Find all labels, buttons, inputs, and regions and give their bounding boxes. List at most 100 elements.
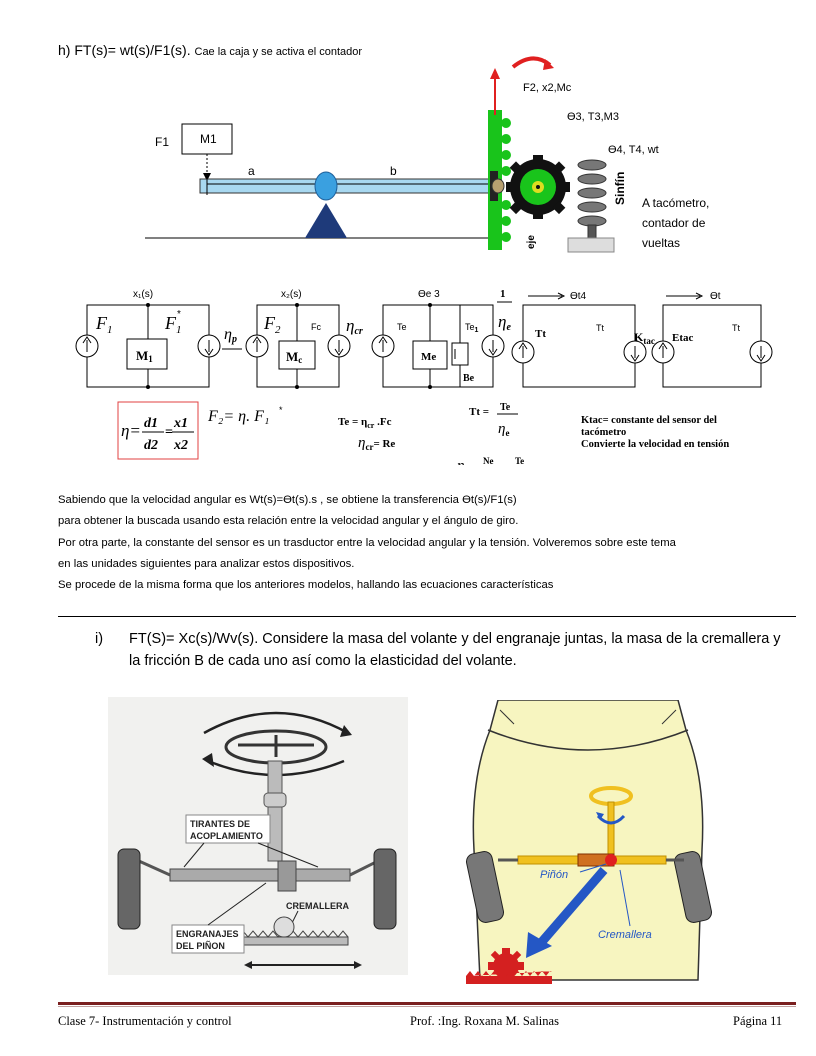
f2-equation: F₂= η. F₁ — [207, 408, 269, 425]
svg-text:Te: Te — [515, 456, 524, 465]
svg-text:ηcr: ηcr — [346, 316, 363, 337]
steering-diagram-left: TIRANTES DE ACOPLAMIENTO CREMALLERA ENGR… — [108, 697, 408, 975]
paragraph-line-2: para obtener la buscada usando esta rela… — [58, 515, 519, 527]
svg-text:x1: x1 — [173, 416, 188, 431]
svg-text:Mc: Mc — [286, 349, 302, 365]
theta4-label: ϴ4, T4, wt — [608, 144, 659, 156]
svg-text:F2: F2 — [263, 313, 281, 336]
section-h-subtitle: Cae la caja y se activa el contador — [194, 46, 363, 58]
fulcrum-triangle — [305, 203, 347, 238]
pinion-icon — [605, 854, 617, 866]
svg-text:ACOPLAMIENTO: ACOPLAMIENTO — [190, 831, 263, 841]
eta-ratio-box: η= d1 d2 = x1 x2 — [117, 401, 199, 460]
x1-label: x₁(s) — [133, 289, 153, 300]
svg-text:ηp: ηp — [224, 326, 237, 345]
tacometro-line2: contador de — [642, 216, 706, 230]
cremallera-label-left: CREMALLERA — [286, 901, 349, 911]
svg-text:=: = — [473, 461, 479, 465]
circuit-block-2: x₂(s) Mc F2 Fc — [245, 289, 351, 389]
circuit-block-5: ϴt Etac Tt — [651, 291, 773, 388]
svg-text:DEL PIÑON: DEL PIÑON — [176, 941, 225, 951]
beam-end-joint — [491, 178, 505, 194]
svg-text:Te1: Te1 — [465, 322, 479, 334]
svg-text:ηe: ηe — [498, 312, 511, 333]
svg-text:=: = — [165, 425, 173, 440]
pivot-ellipse — [314, 171, 338, 201]
paragraph-line-5: Se procede de la misma forma que los ant… — [58, 579, 554, 591]
svg-text:1: 1 — [500, 288, 506, 300]
section-i-number: i) — [95, 631, 104, 647]
ktac-desc-1: Ktac= constante del sensor del — [581, 415, 717, 426]
tt-label-3: Tt — [732, 323, 740, 333]
section-divider — [58, 616, 796, 617]
eta-cr-equation: ηcr= Re — [358, 435, 395, 452]
circuit-block-1: x₁(s) M1 F1 F1 * — [75, 289, 221, 389]
circuit-block-4: ϴt4 Tt Tt — [511, 291, 647, 388]
theta-e3-label: ϴe 3 — [418, 289, 440, 300]
theta-t4-label: ϴt4 — [570, 291, 587, 302]
svg-text:ηe: ηe — [498, 421, 509, 438]
big-blue-arrow — [536, 867, 608, 947]
ktac-desc-3: Convierte la velocidad en tensión — [581, 439, 729, 450]
tacometro-line3: vueltas — [642, 236, 680, 250]
footer-center: Prof. :Ing. Roxana M. Salinas — [410, 1014, 559, 1028]
svg-text:Ne: Ne — [483, 456, 494, 465]
paragraph-line-3: Por otra parte, la constante del sensor … — [58, 537, 676, 549]
svg-text:ENGRANAJES: ENGRANAJES — [176, 929, 239, 939]
be-label: Be — [463, 373, 475, 384]
inv-eta-e: 1 ηe — [497, 288, 512, 333]
svg-text:Tt =: Tt = — [469, 406, 489, 418]
wheel-right-fig-left — [465, 851, 505, 923]
me-label: Me — [421, 351, 436, 363]
car-body — [472, 700, 704, 981]
eje-label: eje — [526, 235, 537, 249]
lever-beam — [199, 178, 497, 194]
be-damper — [451, 342, 469, 366]
sinfin-box — [610, 155, 628, 215]
circuit-block-3: ϴe 3 Me Be Te Te1 — [371, 289, 505, 389]
main-gear — [506, 155, 570, 219]
svg-text:*: * — [177, 309, 181, 320]
svg-text:η=: η= — [121, 421, 141, 440]
svg-text:*: * — [279, 405, 283, 415]
footer-rule — [58, 1002, 796, 1005]
m1-element — [126, 338, 168, 370]
footer-page-number: Página 11 — [733, 1014, 783, 1028]
section-h-title: h) FT(s)= wt(s)/F1(s). Cae la caja y se … — [58, 42, 362, 58]
tt-label-2: Tt — [596, 323, 604, 333]
svg-text:F1: F1 — [95, 313, 113, 336]
f1-label: F1 — [155, 135, 169, 149]
lever-mechanism-figure: F1 M1 a b F2, x2,Mc ϴ3, T3, — [145, 56, 709, 253]
footer-rule-thin — [58, 1006, 796, 1007]
svg-text:Te: Te — [500, 402, 511, 413]
footer-left: Clase 7- Instrumentación y control — [58, 1014, 232, 1028]
ktac-desc-2: tacómetro — [581, 427, 626, 438]
pinon-label: Piñón — [540, 869, 568, 881]
m1-box — [181, 123, 233, 155]
wheel-right — [373, 848, 397, 930]
svg-text:d2: d2 — [144, 438, 158, 453]
mc-element — [278, 340, 316, 370]
sinfin-label: Sinfín — [613, 172, 627, 205]
paragraph-line-4: en las unidades siguientes para analizar… — [58, 558, 355, 570]
f2-label: F2, x2,Mc — [523, 82, 572, 94]
svg-text:Ktac: Ktac — [634, 330, 655, 346]
fc-label: Fc — [311, 322, 321, 332]
te-equation: Te = ηcr .Fc — [338, 416, 392, 430]
m1-label: M1 — [200, 132, 217, 146]
tt-label: Tt — [535, 328, 546, 340]
steering-diagram-right: Piñón Cremallera — [465, 700, 713, 984]
me-element — [412, 340, 448, 370]
svg-text:d1: d1 — [144, 416, 158, 431]
svg-text:x2: x2 — [173, 438, 188, 453]
rack-teeth — [501, 118, 511, 242]
x2-label: x₂(s) — [281, 289, 302, 300]
wheel-right-fig-right — [673, 851, 713, 923]
svg-text:TIRANTES DE: TIRANTES DE — [190, 819, 250, 829]
theta3-label: ϴ3, T3,M3 — [567, 111, 619, 123]
tacometro-line1: A tacómetro, — [642, 196, 709, 210]
svg-text:ηe: ηe — [457, 458, 468, 465]
te-label: Te — [397, 322, 407, 332]
etac-label: Etac — [672, 332, 694, 344]
label-b: b — [390, 164, 397, 178]
